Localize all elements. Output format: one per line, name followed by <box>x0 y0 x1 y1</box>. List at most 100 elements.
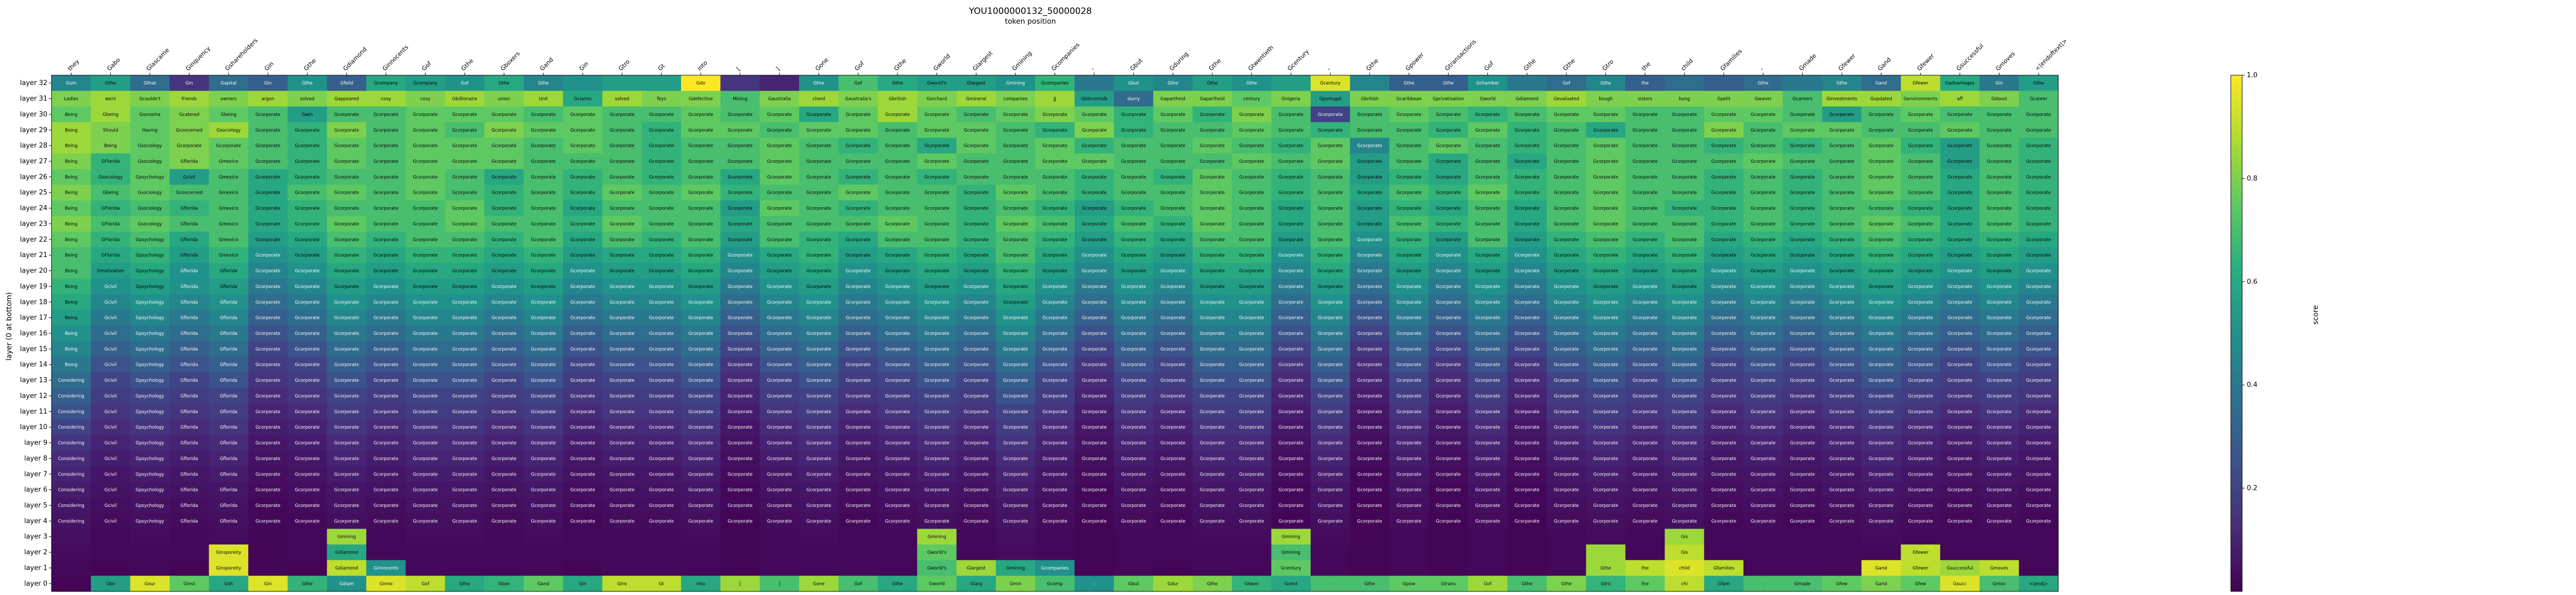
cell-token-label: Gcorporate <box>531 222 555 227</box>
cell-token-label: Gflorida <box>220 503 238 508</box>
heatmap-cell <box>1271 169 1311 185</box>
cell-token-label: Gcorporate <box>964 456 989 462</box>
cell-token-label: Gthe <box>1522 582 1533 587</box>
heatmap-cell <box>1822 216 1862 232</box>
heatmap-cell <box>170 184 210 201</box>
heatmap-cell <box>1822 560 1862 576</box>
x-tick-label: Glascame <box>145 46 171 72</box>
heatmap-cell <box>130 544 170 560</box>
heatmap-cell <box>1114 122 1154 139</box>
heatmap-cell <box>52 138 91 154</box>
heatmap-cell <box>1547 247 1587 263</box>
heatmap-cell <box>1114 138 1154 154</box>
heatmap-cell <box>405 341 446 358</box>
cell-token-label: Gcorporate <box>1397 425 1421 430</box>
x-tick-label: Gmoves <box>1994 50 2016 72</box>
heatmap-cell <box>523 153 564 169</box>
cell-token-label: Gcorporate <box>1200 331 1225 336</box>
cell-token-label: Gcorporate <box>295 206 319 211</box>
heatmap-cell <box>1743 169 1783 185</box>
heatmap-cell <box>602 544 642 560</box>
heatmap-cell <box>1861 91 1902 107</box>
heatmap-cell <box>1901 122 1941 139</box>
heatmap-cell <box>327 278 367 295</box>
cell-token-label: Gcorporate <box>413 222 437 227</box>
heatmap-cell <box>1192 310 1232 326</box>
cell-token-label: Gflorida <box>220 441 238 446</box>
cell-token-label: Gcorporate <box>1357 456 1382 462</box>
heatmap-cell <box>1114 560 1154 576</box>
x-tick-label: Gtro <box>617 58 632 73</box>
cell-token-label: Ginnocents <box>374 566 399 571</box>
heatmap-cell <box>1783 153 1823 169</box>
heatmap-cell <box>405 294 446 311</box>
cell-token-label: Gcorporate <box>688 378 713 383</box>
cell-token-label: Gcorporate <box>1121 237 1146 243</box>
cell-token-label: Gcorporate <box>1436 128 1461 133</box>
cell-token-label: Gcorporate <box>531 159 555 164</box>
cell-token-label: Gcorporate <box>1436 394 1461 399</box>
heatmap-cell <box>1310 529 1350 545</box>
cell-token-label: Gprivatisation <box>1433 97 1464 102</box>
cell-token-label: Gcorporate <box>1869 144 1893 149</box>
cell-token-label: Gcorporate <box>413 144 437 149</box>
heatmap-cell <box>1665 247 1705 263</box>
heatmap-cell <box>641 560 682 576</box>
cell-token-label: Gcorporate <box>1397 363 1421 368</box>
cell-token-label: Gcorporate <box>256 347 280 352</box>
cell-token-label: Gcorporate <box>1042 472 1067 477</box>
cell-token-label: Gcorporate <box>1475 316 1500 321</box>
heatmap-cell <box>484 341 524 358</box>
cell-token-label: Gcorporate <box>727 237 752 243</box>
heatmap-cell <box>1507 294 1547 311</box>
x-tick-label: Gmining <box>1010 49 1033 72</box>
x-tick-label: - <box>1325 65 1332 72</box>
heatmap-cell <box>995 75 1036 91</box>
cell-token-label: Gcorporate <box>1318 300 1343 305</box>
cell-token-label: Gcorporate <box>845 456 870 462</box>
cell-token-label: Gcorporate <box>609 347 634 352</box>
cell-token-label: Gcorporate <box>1357 519 1382 524</box>
heatmap-cell <box>799 138 839 154</box>
cell-token-label: Gcorporate <box>845 378 870 383</box>
heatmap-cell <box>1232 184 1272 201</box>
heatmap-cell <box>287 231 328 248</box>
cell-token-label: Gcorporate <box>924 456 949 462</box>
cell-token-label: Gcorporate <box>1160 144 1185 149</box>
heatmap-cell <box>1901 310 1941 326</box>
cell-token-label: Gcorporate <box>1318 222 1343 227</box>
cell-token-label: argon <box>262 97 275 102</box>
cell-token-label: Gcentury <box>1320 81 1341 86</box>
cell-token-label: Gcorporate <box>1751 519 1775 524</box>
cell-token-label: Gand <box>1875 81 1887 86</box>
cell-token-label: Gcorporate <box>649 316 674 321</box>
heatmap-cell <box>484 560 524 576</box>
cell-token-label: Gcorporate <box>1829 519 1854 524</box>
cell-token-label: Gwaver <box>1755 97 1772 102</box>
heatmap-cell <box>641 153 682 169</box>
heatmap-cell <box>1861 529 1902 545</box>
cell-token-label: Gcorporate <box>1594 363 1618 368</box>
cell-token-label: Gcorporate <box>1160 425 1185 430</box>
cell-token-label: Gcorporate <box>531 378 555 383</box>
heatmap-cell <box>799 91 839 107</box>
heatmap-cell <box>759 247 800 263</box>
heatmap-cell <box>1389 341 1429 358</box>
heatmap-cell <box>1507 278 1547 295</box>
heatmap-cell <box>1979 278 2020 295</box>
cell-token-label: Gcorporate <box>885 269 910 274</box>
heatmap-cell <box>1625 122 1665 139</box>
heatmap-cell <box>248 325 288 342</box>
heatmap-cell <box>52 200 91 216</box>
cell-token-label: GFlorida <box>101 237 120 243</box>
heatmap-cell <box>445 294 485 311</box>
cell-token-label: Gcorporate <box>1554 519 1579 524</box>
heatmap-cell <box>248 278 288 295</box>
heatmap-cell <box>130 560 170 576</box>
cell-token-label: Gcorporate <box>1436 347 1461 352</box>
cell-token-label: Gcorporate <box>924 206 949 211</box>
heatmap-cell <box>1389 122 1429 139</box>
cell-token-label: Gtro <box>1601 582 1611 587</box>
cell-token-label: Gcorporate <box>570 363 595 368</box>
cell-token-label: Gcorporate <box>1200 316 1225 321</box>
